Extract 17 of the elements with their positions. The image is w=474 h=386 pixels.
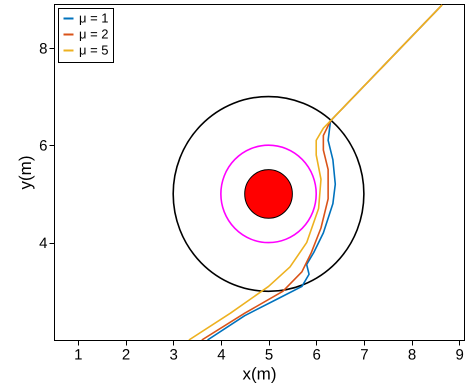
y-tick-label: 6	[39, 138, 48, 155]
x-axis-title: x(m)	[242, 364, 276, 384]
legend-label: μ = 1	[79, 10, 109, 26]
x-tick-label: 5	[264, 346, 274, 364]
y-axis-title: y(m)	[16, 156, 36, 190]
x-tick-label: 2	[122, 346, 130, 364]
y-tick-label: 4	[39, 235, 48, 252]
legend-label: μ = 5	[79, 42, 109, 58]
x-tick-label: 4	[217, 346, 226, 364]
x-tick-label: 8	[408, 346, 416, 364]
x-tick-label: 9	[456, 346, 464, 364]
x-tick-label: 1	[74, 346, 83, 364]
x-tick-label: 7	[360, 346, 369, 364]
x-tick-label: 6	[312, 346, 321, 364]
y-tick-label: 8	[39, 40, 48, 58]
x-tick-label: 3	[170, 346, 178, 364]
legend-label: μ = 2	[79, 26, 109, 42]
